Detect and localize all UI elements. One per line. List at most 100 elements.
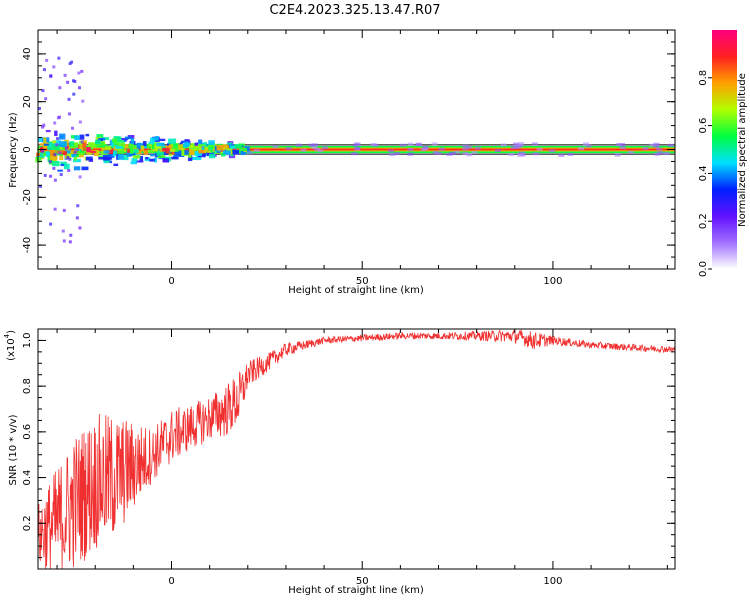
spectrogram-cell	[518, 142, 525, 146]
spectrogram-cell	[311, 143, 318, 147]
spectrogram-cell	[103, 144, 108, 148]
spectrogram-cell	[59, 147, 66, 151]
spectrogram-cell	[57, 169, 63, 172]
spectrogram-cell	[536, 147, 543, 151]
snr-multiplier-base: (x10	[6, 338, 17, 361]
spectrogram-cell	[52, 166, 56, 170]
spectrogram-cell	[151, 143, 157, 150]
spectrogram-cell	[203, 150, 211, 153]
spectrogram-cell	[127, 148, 131, 153]
spectrogram-cell	[79, 145, 84, 150]
spectrogram-cell	[157, 150, 162, 153]
spectrogram-cell	[108, 160, 113, 164]
spectrogram-cell	[351, 152, 358, 156]
snr-xlabel: Height of straight line (km)	[288, 585, 424, 596]
spectrogram-cell	[51, 140, 57, 143]
spectrogram-cell	[53, 207, 57, 211]
spectrogram-cell	[70, 135, 78, 139]
spectrogram-cell	[95, 142, 103, 147]
spectrogram-cell	[66, 155, 70, 159]
spectrogram-cell	[217, 149, 221, 152]
spectrogram-cell	[45, 151, 51, 158]
spectrogram-xlabel: Height of straight line (km)	[288, 285, 424, 296]
spectrogram-cell	[145, 157, 149, 160]
spectrogram-cell	[354, 147, 361, 151]
spectrogram-x-tick-label: 0	[168, 276, 174, 287]
spectrogram-cell	[466, 153, 473, 157]
spectrogram-cell	[422, 145, 429, 149]
spectrogram-cell	[70, 60, 74, 64]
spectrogram-y-tick-label: 0	[22, 146, 33, 152]
spectrogram-cell	[108, 152, 115, 158]
spectrogram-cell	[234, 144, 243, 149]
spectrogram-cell	[41, 89, 45, 93]
spectrogram-cell	[59, 155, 64, 160]
spectrogram-cell	[229, 149, 234, 155]
spectrogram-cell	[113, 136, 122, 142]
spectrogram-cell	[50, 150, 56, 156]
spectrogram-cell	[129, 147, 134, 154]
spectrogram-cell	[619, 146, 626, 150]
spectrogram-cell	[177, 144, 183, 151]
spectrogram-cell	[180, 150, 188, 156]
spectrogram-cell	[63, 151, 67, 156]
spectrogram-cell	[41, 149, 45, 153]
spectrogram-cell	[68, 240, 72, 244]
spectrogram-cell	[156, 151, 164, 156]
snr-y-tick-label: 0.2	[22, 515, 33, 531]
spectrogram-cell	[52, 145, 60, 151]
spectrogram-y-tick-label: -40	[22, 237, 33, 253]
spectrogram-cell	[308, 143, 315, 147]
spectrogram-cell	[531, 142, 538, 146]
spectrogram-cell	[139, 155, 144, 162]
spectrogram-cell	[104, 157, 113, 160]
spectrogram-cell	[60, 161, 67, 166]
spectrogram-cell	[64, 146, 68, 150]
spectrogram-cell	[156, 142, 165, 147]
spectrogram-cell	[122, 154, 129, 161]
spectrogram-cell	[47, 145, 53, 151]
spectrogram-cell	[68, 157, 72, 161]
spectrogram-cell	[63, 163, 70, 170]
spectrogram-cell	[79, 150, 84, 153]
spectrogram-cell	[140, 145, 145, 151]
spectrogram-cell	[67, 169, 71, 173]
spectrogram-cell	[71, 126, 75, 130]
spectrogram-cell	[107, 150, 114, 155]
spectrogram-panel: 0 50 100 -40 -20 0 20 40 Height of straight lin…	[8, 29, 676, 296]
spectrogram-cell	[253, 148, 260, 152]
spectrogram-cell	[585, 144, 592, 148]
spectrogram-cell	[150, 154, 155, 157]
spectrogram-cell	[133, 146, 139, 152]
spectrogram-cell	[37, 107, 41, 111]
spectrogram-cell	[66, 80, 70, 84]
spectrogram-cell	[194, 144, 202, 150]
spectrogram-cell	[471, 150, 478, 154]
spectrogram-cell	[187, 155, 193, 162]
spectrogram-cell	[474, 146, 481, 150]
spectrogram-cell	[111, 138, 118, 142]
spectrogram-cell	[285, 147, 292, 151]
spectrogram-cell	[208, 140, 215, 146]
spectrogram-cell	[76, 204, 80, 208]
spectrogram-cell	[124, 136, 132, 140]
spectrogram-cell	[94, 149, 100, 156]
snr-y-tick-label: 0.8	[22, 378, 33, 394]
spectrogram-cell	[104, 146, 112, 150]
spectrogram-cell	[58, 154, 64, 157]
spectrogram-cell	[143, 150, 149, 155]
spectrogram-cell	[172, 143, 179, 148]
spectrogram-cell	[137, 143, 144, 147]
spectrogram-cell	[49, 154, 58, 161]
spectrogram-heatmap	[35, 56, 675, 244]
spectrogram-cell	[567, 152, 574, 156]
spectrogram-cell	[184, 150, 189, 155]
spectrogram-cell	[56, 137, 60, 141]
spectrogram-cell	[222, 150, 231, 155]
spectrogram-cell	[239, 148, 247, 151]
colorbar-ticks: 0.0 0.2 0.4 0.6 0.8	[698, 70, 712, 277]
spectrogram-cell	[198, 139, 203, 145]
spectrogram-cell	[118, 142, 126, 149]
spectrogram-cell	[168, 153, 172, 157]
spectrogram-cell	[221, 146, 228, 151]
